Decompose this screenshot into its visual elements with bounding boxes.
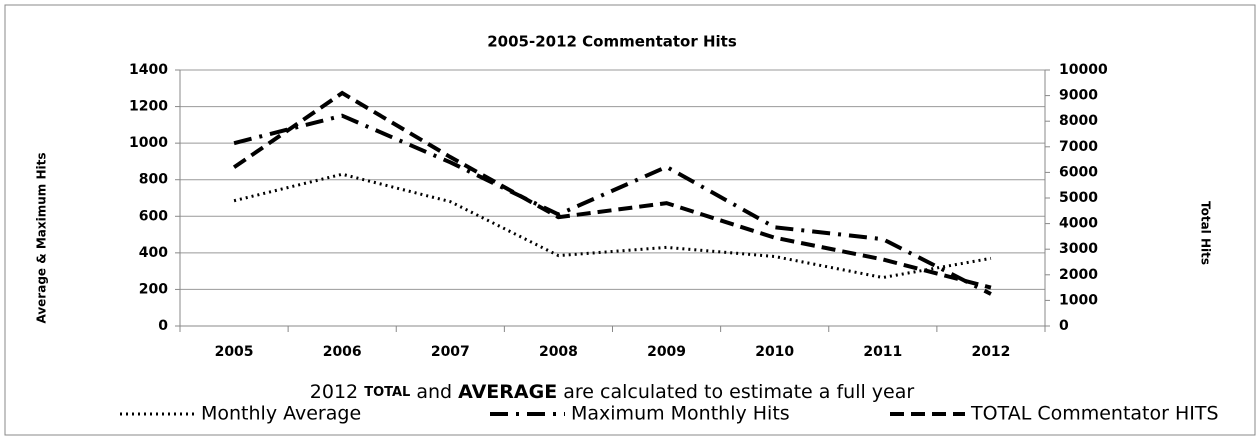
x-tick-label: 2009 [647,344,686,360]
x-tick-label: 2007 [431,344,470,360]
y2-tick-label: 8000 [1059,113,1098,129]
y2-tick-label: 7000 [1059,139,1098,155]
y-axis-label: Average & Maximum Hits [35,152,49,323]
series-line [232,90,992,290]
y-tick-label: 1000 [129,135,168,151]
y-tick-label: 1200 [129,99,168,115]
y2-tick-label: 9000 [1059,88,1098,104]
y2-tick-label: 2000 [1059,267,1098,283]
chart-frame [4,4,1256,436]
y2-tick-label: 3000 [1059,241,1098,257]
series-line [233,172,992,280]
note-part: 2012 [310,381,358,403]
legend-label: Maximum Monthly Hits [571,403,790,425]
y2-tick-label: 5000 [1059,190,1098,206]
note-part: AVERAGE [458,381,557,403]
x-tick-label: 2012 [971,344,1010,360]
note: 2012 TOTAL and AVERAGE are calculated to… [310,381,915,403]
x-tick-label: 2008 [539,344,578,360]
y2-tick-label: 10000 [1059,62,1108,78]
x-tick-label: 2010 [755,344,794,360]
series-line [233,113,992,296]
chart-title: 2005-2012 Commentator Hits [487,33,737,51]
x-tick-label: 2006 [323,344,362,360]
y-tick-label: 600 [139,208,168,224]
y-tick-label: 1400 [129,62,168,78]
y2-tick-label: 0 [1059,318,1069,334]
legend-label: Monthly Average [201,403,361,425]
y-tick-label: 800 [139,172,168,188]
x-tick-label: 2005 [215,344,254,360]
note-part: and [416,381,452,403]
y2-tick-label: 1000 [1059,292,1098,308]
note-part: are calculated to estimate a full year [563,381,914,403]
note-part: TOTAL [364,385,410,400]
y-tick-label: 400 [139,245,168,261]
y2-axis-label: Total Hits [1199,201,1213,265]
y2-tick-label: 4000 [1059,216,1098,232]
y-tick-label: 0 [158,318,168,334]
legend-label: TOTAL Commentator HITS [970,403,1219,425]
x-tick-label: 2011 [863,344,902,360]
y-tick-label: 200 [139,281,168,297]
y2-tick-label: 6000 [1059,164,1098,180]
